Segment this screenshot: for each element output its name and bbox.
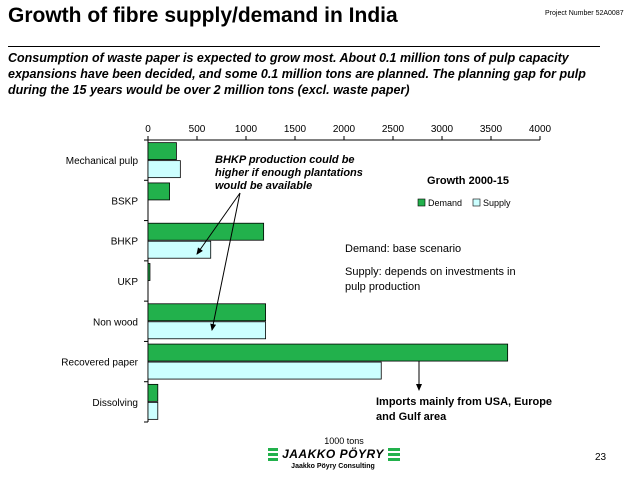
legend-swatch-supply	[472, 198, 481, 207]
bar-demand	[147, 182, 170, 201]
annotation-imports: and Gulf area	[376, 411, 447, 423]
category-label: Mechanical pulp	[66, 156, 139, 167]
x-tick-label: 1500	[284, 124, 307, 135]
x-tick-label: 3000	[431, 124, 454, 135]
annotation-supply: pulp production	[345, 281, 420, 293]
category-label: Dissolving	[92, 398, 138, 409]
legend-label-supply: Supply	[483, 198, 511, 208]
x-tick-label: 1000	[235, 124, 258, 135]
category-label: BSKP	[111, 196, 138, 207]
x-tick-label: 2500	[382, 124, 405, 135]
bar-supply	[147, 321, 266, 340]
annotation-supply: Supply: depends on investments in	[345, 266, 516, 278]
arrow-bhkp-supply	[196, 192, 241, 255]
logo-stripe	[268, 453, 278, 456]
bar-demand	[147, 142, 177, 161]
bar-demand	[147, 263, 151, 281]
x-tick-label: 500	[189, 124, 206, 135]
slide-title: Growth of fibre supply/demand in India	[8, 4, 398, 27]
bar-demand	[147, 343, 509, 362]
x-tick-label: 4000	[529, 124, 552, 135]
annotation-bhkp: higher if enough plantations	[215, 167, 363, 179]
bar-supply	[147, 240, 212, 259]
x-tick-label: 2000	[333, 124, 356, 135]
x-axis-title: 1000 tons	[324, 436, 364, 446]
page-number: 23	[595, 452, 607, 463]
logo-subtitle: Jaakko Pöyry Consulting	[291, 463, 375, 470]
annotation-bhkp: BHKP production could be	[215, 154, 355, 166]
x-tick-label: 3500	[480, 124, 503, 135]
intro-text: Consumption of waste paper is expected t…	[8, 51, 586, 97]
legend-label-demand: Demand	[428, 198, 462, 208]
annotation-imports: Imports mainly from USA, Europe	[376, 396, 552, 408]
category-label: BHKP	[111, 237, 139, 248]
legend-title: Growth 2000-15	[427, 175, 509, 187]
logo-stripe	[388, 453, 400, 456]
bar-demand	[147, 222, 265, 241]
bar-supply	[147, 160, 181, 179]
annotation-demand-scenario: Demand: base scenario	[345, 243, 461, 255]
annotation-bhkp: would be available	[215, 180, 312, 192]
logo-name: JAAKKO PÖYRY	[282, 446, 384, 461]
x-tick-label: 0	[145, 124, 151, 135]
logo-stripe	[268, 458, 278, 461]
bar-demand	[147, 383, 159, 402]
arrow-nonwood	[210, 192, 241, 331]
bar-demand	[147, 303, 266, 322]
bar-supply	[147, 401, 159, 420]
title-divider	[8, 46, 600, 47]
category-label: UKP	[117, 277, 138, 288]
legend-swatch-demand	[417, 198, 426, 207]
category-label: Non wood	[93, 317, 138, 328]
logo-stripe	[388, 448, 400, 451]
project-number: Project Number 52A0087	[545, 10, 624, 17]
logo-stripe	[268, 448, 278, 451]
category-label: Recovered paper	[61, 358, 138, 369]
logo-stripe	[388, 458, 400, 461]
bar-supply	[147, 361, 382, 380]
